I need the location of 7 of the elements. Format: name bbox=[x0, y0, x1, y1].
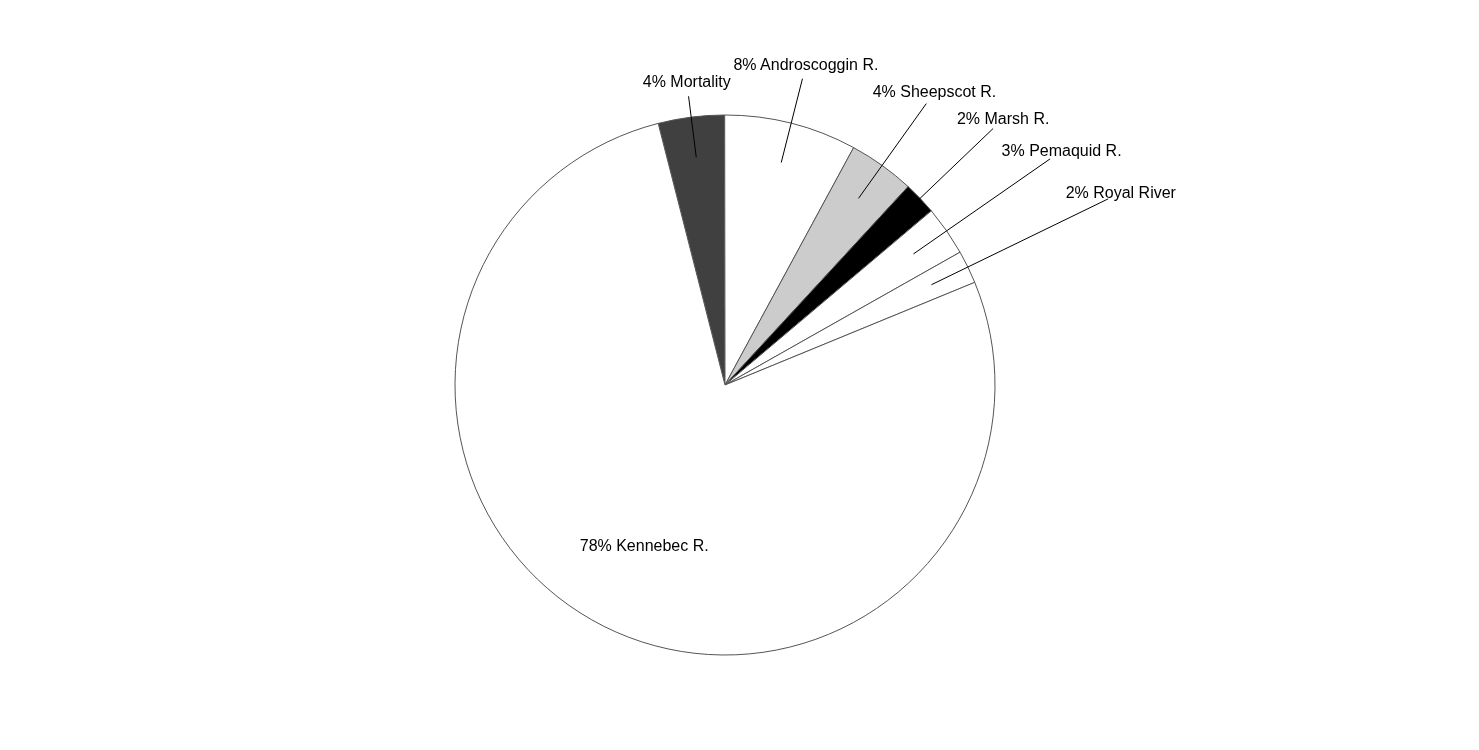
slice-label: 2% Marsh R. bbox=[956, 109, 1050, 127]
slice-label: 78% Kennebec R. bbox=[579, 536, 709, 554]
slice-label: 4% Mortality bbox=[642, 73, 731, 91]
slice-label: 2% Royal River bbox=[1065, 183, 1177, 201]
slice-label: 8% Androscoggin R. bbox=[733, 56, 879, 74]
slice-label: 4% Sheepscot R. bbox=[872, 83, 997, 101]
slice-label: 3% Pemaquid R. bbox=[1001, 141, 1122, 159]
